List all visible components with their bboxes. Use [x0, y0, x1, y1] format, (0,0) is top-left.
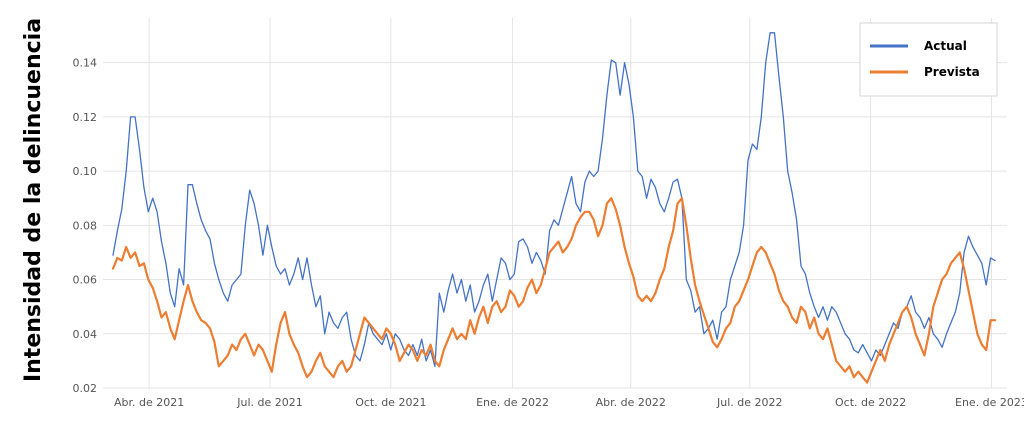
y-tick-label: 0.12 — [73, 111, 98, 124]
legend-label-actual: Actual — [924, 39, 967, 53]
y-tick-label: 0.10 — [73, 165, 98, 178]
y-tick-label: 0.02 — [73, 382, 98, 395]
x-tick-label: Ene. de 2023 — [955, 396, 1024, 409]
y-tick-label: 0.08 — [73, 219, 98, 232]
x-tick-label: Jul. de 2022 — [716, 396, 783, 409]
legend: Actual Prevista — [860, 23, 997, 96]
x-tick-label: Jul. de 2021 — [236, 396, 303, 409]
legend-label-prevista: Prevista — [924, 65, 980, 79]
y-tick-label: 0.14 — [73, 57, 98, 70]
y-axis-label: Intensidad de la delincuencia — [21, 18, 46, 382]
x-tick-label: Oct. de 2021 — [355, 396, 426, 409]
x-tick-label: Ene. de 2022 — [476, 396, 549, 409]
y-tick-label: 0.04 — [73, 328, 98, 341]
legend-box — [860, 23, 997, 96]
x-tick-label: Oct. de 2022 — [835, 396, 906, 409]
x-tick-label: Abr. de 2022 — [596, 396, 666, 409]
x-tick-label: Abr. de 2021 — [114, 396, 184, 409]
y-tick-label: 0.06 — [73, 274, 98, 287]
